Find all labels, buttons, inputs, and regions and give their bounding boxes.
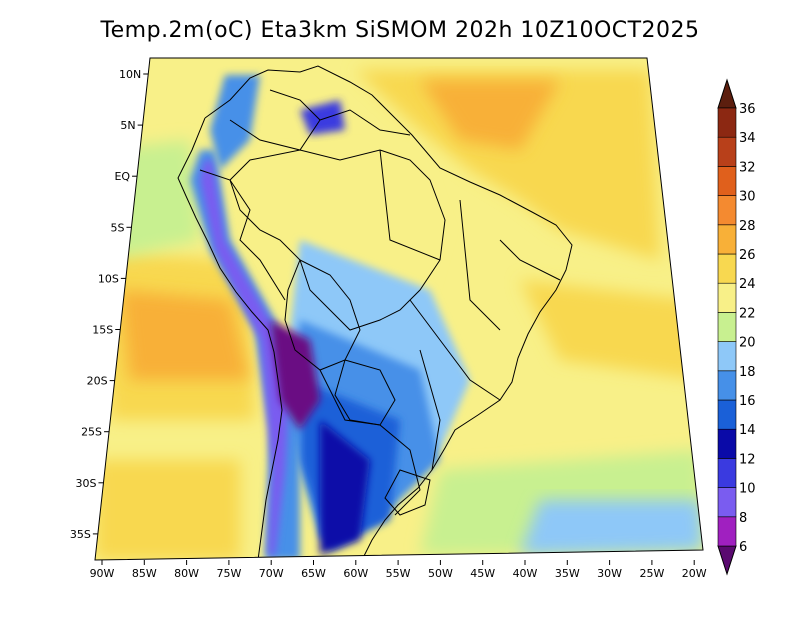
state-border-1 <box>379 149 441 261</box>
lon-tick-label: 20W <box>682 567 707 580</box>
colorbar-label: 32 <box>739 160 756 175</box>
colorbar-label: 28 <box>739 219 756 234</box>
field-patagonia <box>320 420 370 555</box>
state-border-2 <box>459 199 501 331</box>
colorbar-label: 20 <box>739 336 756 351</box>
field-pacific-south <box>95 460 240 560</box>
colorbar-segment <box>717 458 737 488</box>
lat-tick-label: EQ <box>114 170 130 183</box>
argentina-border <box>319 369 421 516</box>
lat-tick-label: 35S <box>70 528 91 541</box>
colorbar-segment <box>717 166 737 196</box>
colorbar-label: 30 <box>739 190 756 205</box>
field-atlantic-east <box>520 280 700 380</box>
colorbar-segment <box>717 516 737 547</box>
colorbar-segment <box>717 399 737 430</box>
peru-border <box>199 169 286 301</box>
colorbar-segment <box>717 487 737 518</box>
venezuela-border <box>319 109 411 136</box>
colorbar-label: 18 <box>739 365 756 380</box>
colorbar-label: 6 <box>739 540 747 555</box>
colorbar-segment <box>717 428 737 459</box>
colorbar-segment <box>717 341 737 372</box>
state-border-4 <box>419 349 441 471</box>
colorbar-label: 16 <box>739 394 756 409</box>
lat-tick-label: 15S <box>92 324 113 337</box>
lon-tick-label: 30W <box>597 567 622 580</box>
lon-tick-label: 90W <box>90 567 115 580</box>
longitude-axis: 90W 85W 80W 75W 70W 65W 60W 55W 50W 45W 40W 35W 30W 2… <box>90 560 707 580</box>
map-frame <box>94 57 704 561</box>
lat-tick-label: 25S <box>81 426 102 439</box>
state-border-3 <box>409 299 501 401</box>
lat-tick-label: 10N <box>119 68 141 81</box>
lon-tick-label: 80W <box>174 567 199 580</box>
colorbar-segment <box>717 195 737 226</box>
state-border-5 <box>499 239 561 281</box>
field-atlantic-hot <box>420 80 560 150</box>
colorbar-segment <box>717 253 737 284</box>
colorbar-segment <box>717 224 737 255</box>
colorbar-above-arrow <box>717 78 737 109</box>
colorbar-label: 24 <box>739 277 756 292</box>
uruguay-border <box>384 469 431 516</box>
colorbar-label: 14 <box>739 423 756 438</box>
latitude-axis: 10N 5N EQ 5S 10S 15S 20S 25S 30S 35S <box>70 68 149 541</box>
lat-tick-label: 5S <box>110 221 124 234</box>
colorbar-below-arrow <box>717 545 737 576</box>
field-pacific-hot <box>120 290 250 380</box>
colorbar: 6 8 10 12 14 16 18 20 22 24 26 28 30 32 34 36 <box>717 78 756 576</box>
country-borders <box>177 65 573 560</box>
temperature-field <box>95 58 703 560</box>
field-guiana-highland <box>300 100 345 135</box>
field-pacific-north <box>100 140 200 260</box>
field-colombia-andes <box>210 75 260 170</box>
colorbar-segment <box>717 370 737 401</box>
south-america-coastline <box>204 65 573 560</box>
lat-tick-label: 20S <box>87 375 108 388</box>
colorbar-label: 8 <box>739 511 747 526</box>
field-atlantic-cold <box>520 500 703 555</box>
lon-tick-label: 35W <box>555 567 580 580</box>
brazil-border <box>229 149 446 331</box>
colorbar-segment <box>717 312 737 342</box>
lon-tick-label: 40W <box>513 567 538 580</box>
colorbar-segment <box>717 136 737 167</box>
field-altiplano <box>270 320 320 430</box>
colorbar-segment <box>717 282 737 313</box>
colombia-border <box>229 89 321 151</box>
lon-tick-label: 55W <box>386 567 411 580</box>
lon-tick-label: 85W <box>132 567 157 580</box>
field-andes-ridge <box>200 160 290 555</box>
colorbar-label: 34 <box>739 131 756 146</box>
field-atlantic-warm <box>355 70 660 260</box>
lon-tick-label: 70W <box>259 567 284 580</box>
lon-tick-label: 50W <box>428 567 453 580</box>
field-amazon <box>240 140 450 310</box>
lon-tick-label: 60W <box>343 567 368 580</box>
lon-tick-label: 45W <box>470 567 495 580</box>
colorbar-label: 26 <box>739 248 756 263</box>
lat-tick-label: 5N <box>120 119 135 132</box>
colorbar-segment <box>717 107 737 138</box>
andes-coastline <box>177 117 283 560</box>
lon-tick-label: 25W <box>639 567 664 580</box>
colorbar-label: 10 <box>739 482 756 497</box>
chart-title: Temp.2m(oC) Eta3km SiSMOM 202h 10Z10OCT2… <box>100 18 700 43</box>
lat-tick-label: 30S <box>75 477 96 490</box>
lon-tick-label: 75W <box>216 567 241 580</box>
lon-tick-label: 65W <box>301 567 326 580</box>
bolivia-border <box>284 259 361 371</box>
lat-tick-label: 10S <box>98 272 119 285</box>
colorbar-label: 22 <box>739 306 756 321</box>
colorbar-label: 12 <box>739 452 756 467</box>
colorbar-label: 36 <box>739 102 756 117</box>
